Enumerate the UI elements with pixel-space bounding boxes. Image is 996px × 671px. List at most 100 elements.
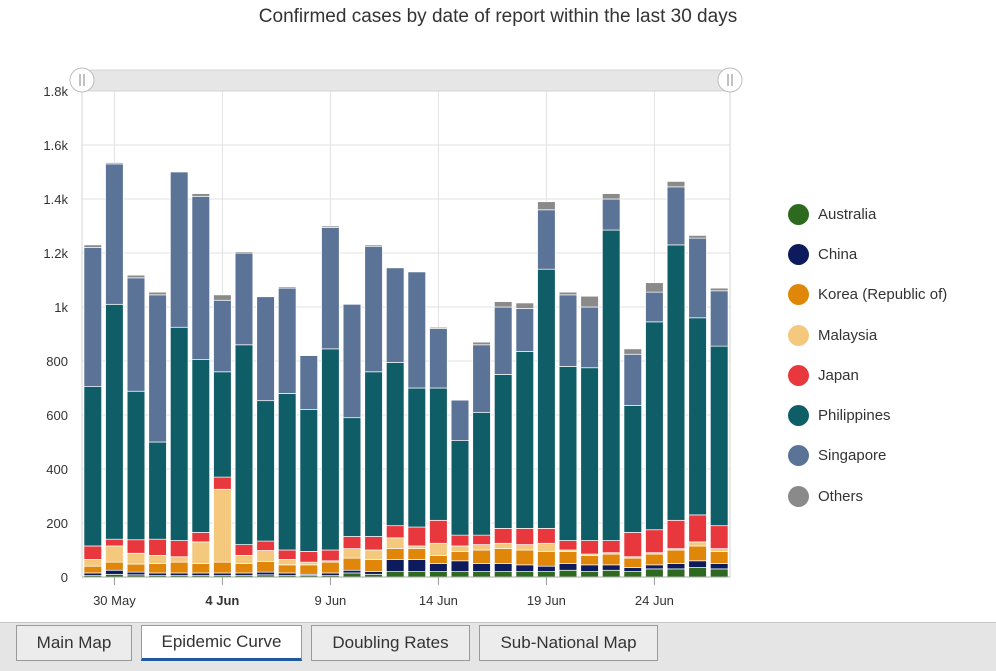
bar-segment-others[interactable] [580,295,599,308]
bar-segment-singapore[interactable] [126,277,146,392]
bar-segment-others[interactable] [709,287,729,292]
bar-segment-malaysia[interactable] [169,556,189,563]
bar-segment-malaysia[interactable] [385,537,405,549]
bar-segment-korea-republic-of[interactable] [126,563,146,573]
bar-segment-others[interactable] [645,282,664,293]
bar-segment-philippines[interactable] [169,326,189,541]
bar-segment-china[interactable] [537,565,556,572]
bar-segment-korea-republic-of[interactable] [666,549,686,564]
bar-segment-malaysia[interactable] [83,559,103,567]
bar-segment-korea-republic-of[interactable] [83,565,103,574]
bar-segment-others[interactable] [126,274,146,279]
bar-segment-malaysia[interactable] [429,542,448,556]
bar-segment-korea-republic-of[interactable] [558,550,578,564]
bar-segment-singapore[interactable] [299,355,319,410]
bar-segment-singapore[interactable] [623,353,643,406]
bar-segment-philippines[interactable] [299,409,319,552]
bar-segment-australia[interactable] [493,571,513,578]
bar-segment-malaysia[interactable] [256,550,275,562]
bar-segment-japan[interactable] [580,540,599,555]
bar-segment-malaysia[interactable] [105,545,124,563]
bar-segment-china[interactable] [688,560,707,568]
bar-segment-malaysia[interactable] [537,542,556,552]
bar-segment-korea-republic-of[interactable] [450,550,470,562]
bar-segment-malaysia[interactable] [342,548,362,559]
bar-segment-china[interactable] [493,563,513,572]
bar-segment-australia[interactable] [623,571,643,578]
bar-segment-malaysia[interactable] [277,559,297,566]
bar-segment-japan[interactable] [299,550,319,563]
bar-segment-singapore[interactable] [601,198,621,231]
bar-segment-china[interactable] [623,567,643,572]
bar-segment-australia[interactable] [688,567,707,578]
legend-item-malaysia[interactable]: Malaysia [788,315,988,355]
bar-segment-japan[interactable] [126,539,146,554]
bar-segment-singapore[interactable] [515,308,535,352]
bar-segment-china[interactable] [105,569,124,575]
bar-segment-china[interactable] [191,572,211,577]
bar-segment-others[interactable] [105,162,124,165]
bar-segment-philippines[interactable] [407,387,427,528]
bar-segment-australia[interactable] [558,569,578,578]
bar-segment-philippines[interactable] [148,441,167,540]
bar-segment-korea-republic-of[interactable] [472,549,491,564]
bar-segment-philippines[interactable] [321,348,340,551]
bar-segment-philippines[interactable] [558,366,578,541]
bar-segment-japan[interactable] [321,549,340,562]
bar-segment-china[interactable] [213,572,232,577]
bar-segment-korea-republic-of[interactable] [105,561,124,571]
bar-segment-singapore[interactable] [666,186,686,246]
bar-segment-japan[interactable] [558,540,578,551]
bar-segment-korea-republic-of[interactable] [256,560,275,573]
bar-segment-singapore[interactable] [213,299,232,373]
bar-segment-japan[interactable] [148,538,167,556]
bar-segment-japan[interactable] [83,545,103,560]
bar-segment-malaysia[interactable] [364,549,383,560]
bar-segment-japan[interactable] [169,540,189,558]
tab-sub-national-map[interactable]: Sub-National Map [479,625,658,661]
bar-segment-others[interactable] [148,291,167,296]
bar-segment-china[interactable] [169,572,189,577]
bar-segment-philippines[interactable] [83,386,103,547]
bar-segment-japan[interactable] [666,519,686,549]
bar-segment-china[interactable] [558,563,578,571]
bar-segment-singapore[interactable] [277,287,297,394]
bar-segment-korea-republic-of[interactable] [623,557,643,568]
bar-segment-philippines[interactable] [191,359,211,533]
bar-segment-others[interactable] [623,348,643,355]
bar-segment-china[interactable] [342,569,362,574]
bar-segment-others[interactable] [234,251,254,254]
bar-segment-others[interactable] [364,244,383,247]
legend-item-philippines[interactable]: Philippines [788,395,988,435]
bar-segment-china[interactable] [450,560,470,572]
bar-segment-japan[interactable] [342,536,362,549]
bar-segment-singapore[interactable] [709,290,729,347]
bar-segment-philippines[interactable] [580,367,599,541]
bar-segment-australia[interactable] [580,571,599,578]
bar-segment-others[interactable] [472,341,491,346]
bar-segment-singapore[interactable] [472,344,491,413]
bar-segment-philippines[interactable] [277,393,297,551]
legend-item-korea[interactable]: Korea (Republic of) [788,275,988,315]
bar-segment-others[interactable] [688,235,707,239]
bar-segment-australia[interactable] [342,572,362,578]
range-navigator[interactable] [69,67,743,93]
bar-segment-australia[interactable] [709,568,729,578]
bar-segment-philippines[interactable] [385,362,405,527]
bar-segment-others[interactable] [277,286,297,289]
bar-segment-philippines[interactable] [645,321,664,531]
bar-segment-australia[interactable] [645,568,664,578]
range-navigator-track[interactable] [81,69,731,92]
bar-segment-china[interactable] [83,572,103,577]
bar-segment-philippines[interactable] [450,440,470,536]
bar-segment-china[interactable] [666,563,686,570]
bar-segment-korea-republic-of[interactable] [385,548,405,560]
bar-segment-japan[interactable] [515,528,535,545]
bar-segment-japan[interactable] [709,525,729,550]
bar-segment-korea-republic-of[interactable] [299,564,319,575]
bar-segment-singapore[interactable] [148,294,167,443]
bar-segment-philippines[interactable] [537,268,556,529]
bar-segment-singapore[interactable] [493,306,513,375]
bar-segment-singapore[interactable] [688,237,707,319]
bar-segment-china[interactable] [515,564,535,572]
